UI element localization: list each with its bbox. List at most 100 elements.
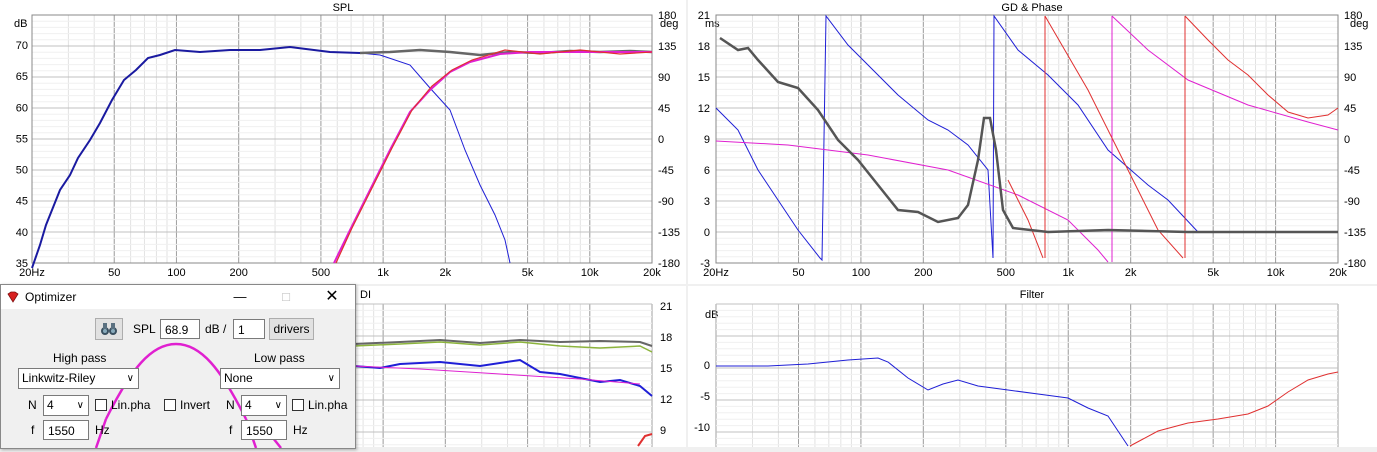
low-pass-frequency-field[interactable]: 1550 (241, 420, 287, 440)
gd-right-tick: -180 (1344, 258, 1366, 270)
gd-x-tick: 100 (852, 267, 870, 279)
spl-x-tick: 20Hz (19, 267, 45, 279)
high-pass-order-value: 4 (47, 398, 54, 412)
spl-x-tick: 10k (581, 267, 599, 279)
high-pass-label: High pass (53, 351, 107, 365)
optimizer-titlebar[interactable]: Optimizer — □ ✕ (1, 285, 355, 309)
filter-woofer-curve (716, 357, 1129, 447)
spl-woofer-curve (31, 45, 361, 269)
binoculars-icon (101, 323, 117, 335)
di-magenta-curve (353, 365, 641, 385)
spl-left-tick: 55 (16, 133, 28, 145)
spl-title: SPL (333, 2, 354, 14)
high-pass-frequency-field[interactable]: 1550 (43, 420, 89, 440)
high-pass-type-value: Linkwitz-Riley (22, 371, 96, 385)
gd-right-tick: 45 (1344, 103, 1356, 115)
di-right-tick: 18 (660, 332, 672, 344)
gd-right-tick: 180 (1344, 10, 1362, 22)
high-pass-order-select[interactable]: 4 ∨ (43, 395, 89, 416)
filter-graph: Filter dB 0 -5 -10 (694, 289, 1339, 452)
high-pass-linpha-checkbox[interactable] (95, 399, 107, 411)
chevron-down-icon: ∨ (274, 400, 282, 411)
gd-right-tick: -90 (1344, 196, 1360, 208)
gd-x-tick: 2k (1125, 267, 1137, 279)
low-pass-linpha-label: Lin.pha (308, 398, 348, 412)
spl-right-tick: -135 (658, 227, 680, 239)
optimizer-app-icon (7, 291, 19, 303)
high-pass-invert-label: Invert (180, 398, 211, 412)
high-pass-n-label: N (28, 398, 37, 412)
filter-panel: Filter dB 0 -5 -10 (688, 286, 1377, 452)
spl-left-tick: 65 (16, 71, 28, 83)
high-pass-invert-checkbox[interactable] (164, 399, 176, 411)
gd-left-tick: 6 (704, 165, 710, 177)
spl-x-tick: 2k (440, 267, 452, 279)
gd-right-tick: -135 (1344, 227, 1366, 239)
gd-right-tick: -45 (1344, 165, 1360, 177)
spl-left-tick: 40 (16, 227, 28, 239)
di-sum-curve (353, 338, 653, 347)
filter-left-tick: -5 (700, 391, 710, 403)
spl-right-tick: 45 (658, 103, 670, 115)
spl-value-field[interactable]: 68.9 (160, 319, 200, 339)
filter-tweeter-curve (1129, 371, 1339, 447)
low-pass-type-select[interactable]: None ∨ (220, 368, 340, 389)
spl-right-tick: 135 (658, 41, 676, 53)
low-pass-linpha-checkbox[interactable] (292, 399, 304, 411)
gd-left-tick: -3 (700, 258, 710, 270)
di-green-curve (353, 341, 653, 353)
spl-tweeter-measured-curve (335, 49, 653, 264)
filter-left-tick: 0 (704, 360, 710, 372)
spl-left-tick: 35 (16, 258, 28, 270)
di-right-tick: 12 (660, 394, 672, 406)
chevron-down-icon: ∨ (327, 373, 335, 384)
gd-title: GD & Phase (1001, 2, 1062, 14)
db-label: dB / (205, 322, 227, 336)
low-pass-hz-label: Hz (293, 423, 308, 437)
spl-right-tick: -45 (658, 165, 674, 177)
spl-left-tick: 45 (16, 196, 28, 208)
low-pass-type-value: None (224, 371, 253, 385)
gd-x-tick: 10k (1267, 267, 1285, 279)
gd-phase-graph: GD & Phase ms deg 211815129630-318013590… (698, 2, 1369, 279)
spl-x-tick: 1k (377, 267, 389, 279)
gd-right-tick: 90 (1344, 72, 1356, 84)
gd-x-tick: 20k (1329, 267, 1347, 279)
gd-x-tick: 200 (914, 267, 932, 279)
high-pass-hz-label: Hz (95, 423, 110, 437)
maximize-icon[interactable]: □ (282, 289, 290, 304)
low-pass-order-select[interactable]: 4 ∨ (241, 395, 287, 416)
chevron-down-icon: ∨ (126, 373, 134, 384)
low-pass-label: Low pass (254, 351, 305, 365)
gd-woofer-phase-curve (715, 14, 1199, 262)
spl-left-tick: 70 (16, 40, 28, 52)
low-pass-n-label: N (226, 398, 235, 412)
high-pass-type-select[interactable]: Linkwitz-Riley ∨ (18, 368, 139, 389)
low-pass-f-label: f (229, 423, 233, 437)
gd-left-tick: 9 (704, 134, 710, 146)
high-pass-linpha-label: Lin.pha (111, 398, 151, 412)
close-icon[interactable]: ✕ (325, 288, 339, 305)
gd-group-delay-curve (719, 36, 1338, 234)
gd-right-tick: 0 (1344, 134, 1350, 146)
di-blue-curve (353, 358, 653, 397)
optimize-button[interactable] (95, 318, 123, 340)
spl-panel: SPL dB deg 70 65 60 55 50 45 40 35 180 135 90 45 0 -4… (0, 0, 686, 284)
spl-x-tick: 50 (108, 267, 120, 279)
minimize-icon[interactable]: — (233, 289, 247, 304)
gd-left-tick: 12 (698, 103, 710, 115)
gd-x-tick: 20Hz (703, 267, 729, 279)
spl-right-tick: -180 (658, 258, 680, 270)
drivers-count-field[interactable]: 1 (233, 319, 265, 339)
low-pass-order-value: 4 (245, 398, 252, 412)
high-pass-f-label: f (31, 423, 35, 437)
gd-red-phase-curve (1007, 15, 1339, 259)
gd-right-unit: deg (1350, 18, 1368, 30)
drivers-button[interactable]: drivers (269, 318, 314, 340)
di-right-tick: 21 (660, 301, 672, 313)
gd-x-tick: 5k (1207, 267, 1219, 279)
spl-right-tick: 0 (658, 134, 664, 146)
gd-left-tick: 18 (698, 41, 710, 53)
spl-right-tick: -90 (658, 196, 674, 208)
di-red-curve (637, 433, 653, 447)
